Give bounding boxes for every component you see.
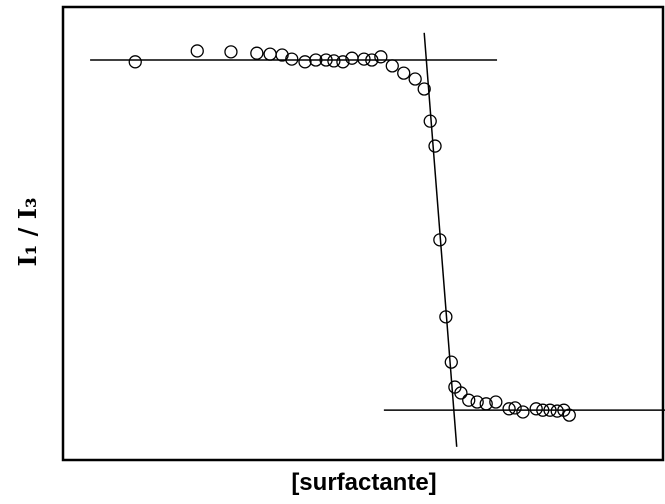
x-axis-label: [surfactante]	[291, 469, 436, 496]
data-point	[285, 52, 299, 66]
data-point	[190, 44, 204, 58]
data-point	[319, 53, 333, 67]
data-point	[309, 53, 323, 67]
data-point	[423, 114, 437, 128]
data-point	[433, 233, 447, 247]
data-point	[263, 47, 277, 61]
data-point	[128, 55, 142, 69]
data-point	[374, 50, 388, 64]
data-point	[454, 386, 468, 400]
data-point	[489, 395, 503, 409]
data-point	[529, 402, 543, 416]
fit-line	[423, 32, 458, 447]
data-point	[462, 393, 476, 407]
data-point	[470, 395, 484, 409]
data-point	[385, 59, 399, 73]
data-point	[417, 82, 431, 96]
y-axis-label: I₁ / I₃	[13, 198, 42, 267]
data-point	[536, 403, 550, 417]
data-point	[444, 355, 458, 369]
data-point	[327, 54, 341, 68]
data-point	[365, 53, 379, 67]
data-point	[516, 405, 530, 419]
data-point	[357, 52, 371, 66]
data-point	[224, 45, 238, 59]
data-point	[298, 55, 312, 69]
data-point	[439, 310, 453, 324]
data-point	[428, 139, 442, 153]
data-point	[508, 401, 522, 415]
data-point	[479, 397, 493, 411]
data-point	[502, 402, 516, 416]
data-point	[397, 66, 411, 80]
data-point	[336, 55, 350, 69]
plot-frame	[61, 5, 665, 462]
data-point	[250, 46, 264, 60]
data-point	[550, 404, 564, 418]
data-point	[543, 403, 557, 417]
data-point	[562, 408, 576, 422]
data-point	[408, 72, 422, 86]
